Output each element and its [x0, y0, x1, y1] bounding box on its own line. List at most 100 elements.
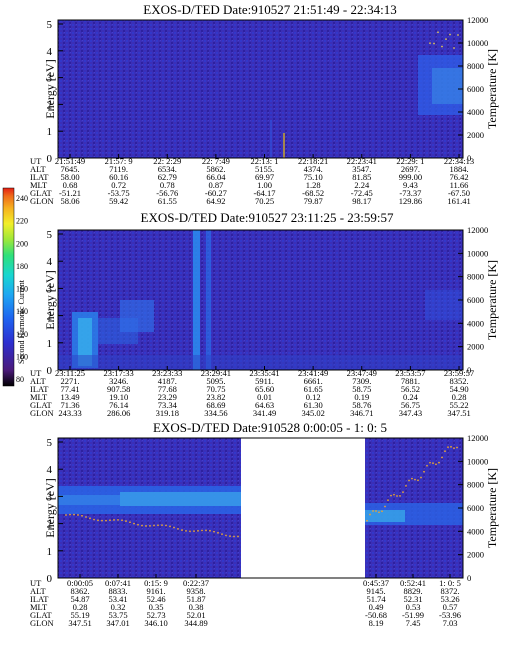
- ephemeris-cell: 7309.: [352, 376, 371, 386]
- ephemeris-row-label: GLON: [30, 618, 54, 628]
- ephemeris-cell: 7119.: [109, 164, 128, 174]
- ephemeris-cell: 59.42: [109, 196, 128, 206]
- ephemeris-cell: 56.75: [401, 400, 420, 410]
- temperature-point: [237, 535, 239, 538]
- temperature-point: [201, 529, 203, 532]
- ytick-label: 1: [47, 546, 53, 558]
- ephemeris-cell: -68.52: [302, 188, 324, 198]
- ephemeris-cell: 5155.: [255, 164, 274, 174]
- ephemeris-row-label: ILAT: [30, 172, 49, 182]
- temperature-point: [444, 450, 446, 453]
- temperature-point: [193, 530, 195, 533]
- ephemeris-cell: 23:47:49: [347, 368, 377, 378]
- ephemeris-cell: 73.34: [158, 400, 178, 410]
- ephemeris-cell: -72.45: [351, 188, 373, 198]
- ephemeris-cell: 11.66: [450, 180, 469, 190]
- temperature-point: [117, 518, 119, 521]
- ephemeris-cell: 60.16: [109, 172, 128, 182]
- ephemeris-cell: 0:22:37: [183, 578, 209, 588]
- ephemeris-cell: 0.01: [257, 392, 272, 402]
- ephemeris-cell: 0.72: [111, 180, 126, 190]
- temperature-point: [73, 513, 75, 516]
- ephemeris-cell: 51.74: [366, 594, 386, 604]
- ephemeris-cell: 76.14: [109, 400, 129, 410]
- ephemeris-cell: 75.10: [304, 172, 323, 182]
- ephemeris-cell: 66.04: [206, 172, 226, 182]
- ytick-label: 3: [47, 491, 53, 503]
- ephemeris-cell: 0.68: [63, 180, 78, 190]
- ephemeris-cell: 0.28: [73, 602, 88, 612]
- temperature-point: [77, 514, 79, 516]
- ephemeris-cell: 0:52:41: [400, 578, 426, 588]
- temperature-point: [381, 510, 383, 513]
- ephemeris-row-label: UT: [30, 156, 42, 166]
- ephemeris-cell: 7645.: [60, 164, 79, 174]
- colorbar: Second Harmonic Current 240 220 200 180 160 1…: [2, 187, 28, 387]
- ephemeris-cell: -53.75: [108, 188, 130, 198]
- temperature-point: [429, 42, 431, 45]
- temperature-point: [189, 530, 191, 533]
- ephemeris-row-label: GLON: [30, 408, 54, 418]
- ephemeris-cell: 1: 0: 5: [439, 578, 461, 588]
- ephemeris-cell: 70.75: [206, 384, 225, 394]
- temperature-point: [423, 470, 425, 473]
- ylabel: Energy [eV]: [43, 59, 57, 118]
- temperature-point: [165, 524, 167, 527]
- ephemeris-cell: 98.17: [352, 196, 371, 206]
- temperature-point: [438, 461, 440, 464]
- ephemeris-cell: 5095.: [206, 376, 225, 386]
- panel-1-spectrogram: [58, 20, 463, 158]
- temperature-point: [145, 525, 147, 527]
- ephemeris-cell: 347.51: [447, 408, 470, 418]
- ytick-label: 4: [47, 46, 53, 58]
- ytick-label: 2: [47, 519, 53, 531]
- temperature-point: [209, 529, 211, 532]
- ephemeris-cell: 69.97: [255, 172, 274, 182]
- temperature-point: [105, 519, 107, 522]
- temperature-point: [414, 478, 416, 481]
- temperature-point: [437, 31, 439, 34]
- temperature-point: [161, 524, 163, 527]
- temperature-point: [405, 484, 407, 487]
- ephemeris-cell: 8362.: [70, 586, 89, 596]
- temperature-point: [456, 446, 458, 449]
- ephemeris-cell: 8829.: [403, 586, 422, 596]
- ephemeris-cell: 347.01: [106, 618, 129, 628]
- ephemeris-cell: 53.75: [108, 610, 127, 620]
- ephemeris-cell: 71.36: [60, 400, 79, 410]
- y2tick-label: 10000: [467, 248, 488, 258]
- ephemeris-row-label: GLAT: [30, 610, 53, 620]
- ephemeris-cell: 7881.: [401, 376, 420, 386]
- ephemeris-cell: 8.19: [369, 618, 384, 628]
- ephemeris-cell: 58.00: [60, 172, 79, 182]
- ephemeris-cell: -50.68: [365, 610, 387, 620]
- y2tick-label: 0: [467, 573, 471, 583]
- temperature-point: [225, 534, 227, 537]
- ephemeris-cell: -60.27: [205, 188, 227, 198]
- y2tick-label: 2000: [467, 342, 484, 352]
- temperature-point: [369, 513, 371, 516]
- temperature-point: [121, 519, 123, 522]
- ephemeris-cell: 64.92: [206, 196, 225, 206]
- ephemeris-cell: 0.53: [406, 602, 421, 612]
- ephemeris-row-label: ALT: [30, 586, 47, 596]
- ephemeris-cell: 9145.: [366, 586, 385, 596]
- ytick-label: 2: [47, 311, 53, 323]
- y2tick-label: 0: [467, 365, 471, 375]
- y2tick-label: 12000: [467, 225, 488, 235]
- temperature-point: [366, 519, 368, 522]
- panel-2-band-mid: [120, 300, 154, 332]
- temperature-point: [185, 529, 187, 532]
- colorbar-tick: 80: [16, 375, 24, 384]
- temperature-point: [169, 525, 171, 528]
- ephemeris-cell: 1.28: [306, 180, 321, 190]
- ephemeris-cell: 52.31: [403, 594, 422, 604]
- y2tick-label: 4000: [467, 107, 484, 117]
- ephemeris-row-label: ILAT: [30, 594, 49, 604]
- temperature-point: [447, 446, 449, 449]
- y2label: Temperature [K]: [485, 260, 499, 340]
- ephemeris-cell: 81.85: [352, 172, 371, 182]
- ephemeris-cell: 22:23:41: [347, 156, 377, 166]
- ephemeris-row-label: UT: [30, 368, 42, 378]
- ytick-label: 1: [47, 126, 53, 138]
